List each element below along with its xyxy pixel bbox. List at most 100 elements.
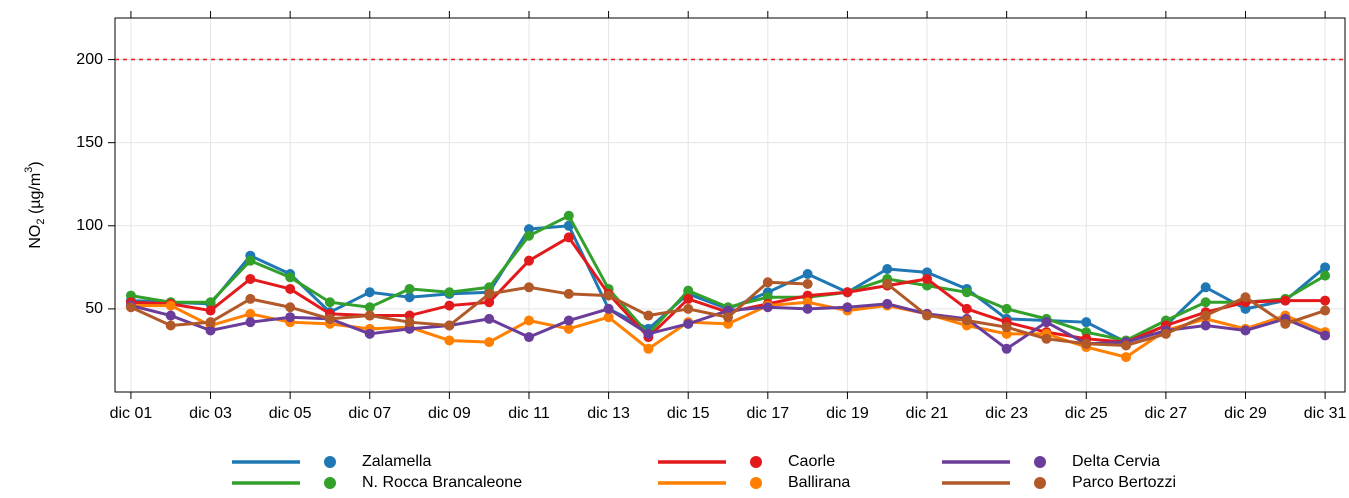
point [523, 255, 534, 266]
point [563, 232, 574, 243]
legend-dot [750, 456, 762, 468]
legend-label: Parco Bertozzi [1072, 474, 1176, 491]
point [603, 303, 614, 314]
point [563, 323, 574, 334]
point [1320, 330, 1331, 341]
point [603, 290, 614, 301]
point [1320, 305, 1331, 316]
point [643, 343, 654, 354]
x-tick-label: dic 17 [746, 405, 789, 422]
x-tick-label: dic 25 [1065, 405, 1108, 422]
point [961, 287, 972, 298]
point [1320, 295, 1331, 306]
point [444, 300, 455, 311]
y-tick-label: 150 [76, 134, 103, 151]
point [1280, 318, 1291, 329]
point [762, 277, 773, 288]
point [961, 303, 972, 314]
point [1200, 320, 1211, 331]
point [961, 315, 972, 326]
y-axis-label: NO2 (µg/m3) [23, 161, 47, 248]
point [683, 318, 694, 329]
point [165, 320, 176, 331]
y-tick-label: 200 [76, 51, 103, 68]
point [245, 293, 256, 304]
point [1320, 262, 1331, 273]
point [523, 230, 534, 241]
point [404, 283, 415, 294]
point [205, 297, 216, 308]
legend-label: Ballirana [788, 474, 850, 491]
point [1001, 343, 1012, 354]
y-tick-label: 100 [76, 217, 103, 234]
point [364, 328, 375, 339]
x-tick-label: dic 15 [667, 405, 710, 422]
legend-label: Caorle [788, 453, 835, 470]
legend-dot [324, 456, 336, 468]
legend-dot [324, 477, 336, 489]
point [444, 287, 455, 298]
point [404, 317, 415, 328]
point [563, 210, 574, 221]
x-tick-label: dic 13 [587, 405, 630, 422]
point [245, 317, 256, 328]
x-tick-label: dic 19 [826, 405, 869, 422]
point [444, 320, 455, 331]
legend-label: N. Rocca Brancaleone [362, 474, 522, 491]
point [444, 335, 455, 346]
point [205, 325, 216, 336]
point [723, 312, 734, 323]
point [882, 263, 893, 274]
legend-label: Zalamella [362, 453, 431, 470]
x-tick-label: dic 09 [428, 405, 471, 422]
legend-dot [750, 477, 762, 489]
point [165, 310, 176, 321]
point [1081, 317, 1092, 328]
point [1160, 328, 1171, 339]
point [285, 312, 296, 323]
point [563, 315, 574, 326]
point [1200, 297, 1211, 308]
point [523, 332, 534, 343]
point [1081, 338, 1092, 349]
point [842, 302, 853, 313]
point [922, 273, 933, 284]
x-tick-label: dic 07 [348, 405, 391, 422]
point [563, 288, 574, 299]
point [802, 278, 813, 289]
plot-frame [114, 17, 1346, 393]
point [1200, 310, 1211, 321]
point [1041, 333, 1052, 344]
x-tick-label: dic 01 [110, 405, 153, 422]
point [1320, 270, 1331, 281]
series-line [130, 280, 1326, 347]
point [404, 292, 415, 303]
x-tick-label: dic 29 [1224, 405, 1267, 422]
y-tick-label: 50 [85, 300, 103, 317]
point [285, 283, 296, 294]
x-tick-label: dic 27 [1145, 405, 1188, 422]
point [324, 297, 335, 308]
point [683, 285, 694, 296]
point [1121, 352, 1132, 363]
x-tick-label: dic 23 [985, 405, 1028, 422]
point [324, 313, 335, 324]
point [802, 268, 813, 279]
point [882, 278, 893, 289]
point [922, 310, 933, 321]
point [205, 305, 216, 316]
point [523, 315, 534, 326]
point [523, 282, 534, 293]
point [683, 293, 694, 304]
point [643, 328, 654, 339]
point [364, 310, 375, 321]
point [802, 303, 813, 314]
point [1121, 340, 1132, 351]
point [245, 308, 256, 319]
point [484, 337, 495, 348]
x-tick-label: dic 21 [906, 405, 949, 422]
point [484, 313, 495, 324]
x-tick-label: dic 05 [269, 405, 312, 422]
point [643, 310, 654, 321]
point [165, 300, 176, 311]
